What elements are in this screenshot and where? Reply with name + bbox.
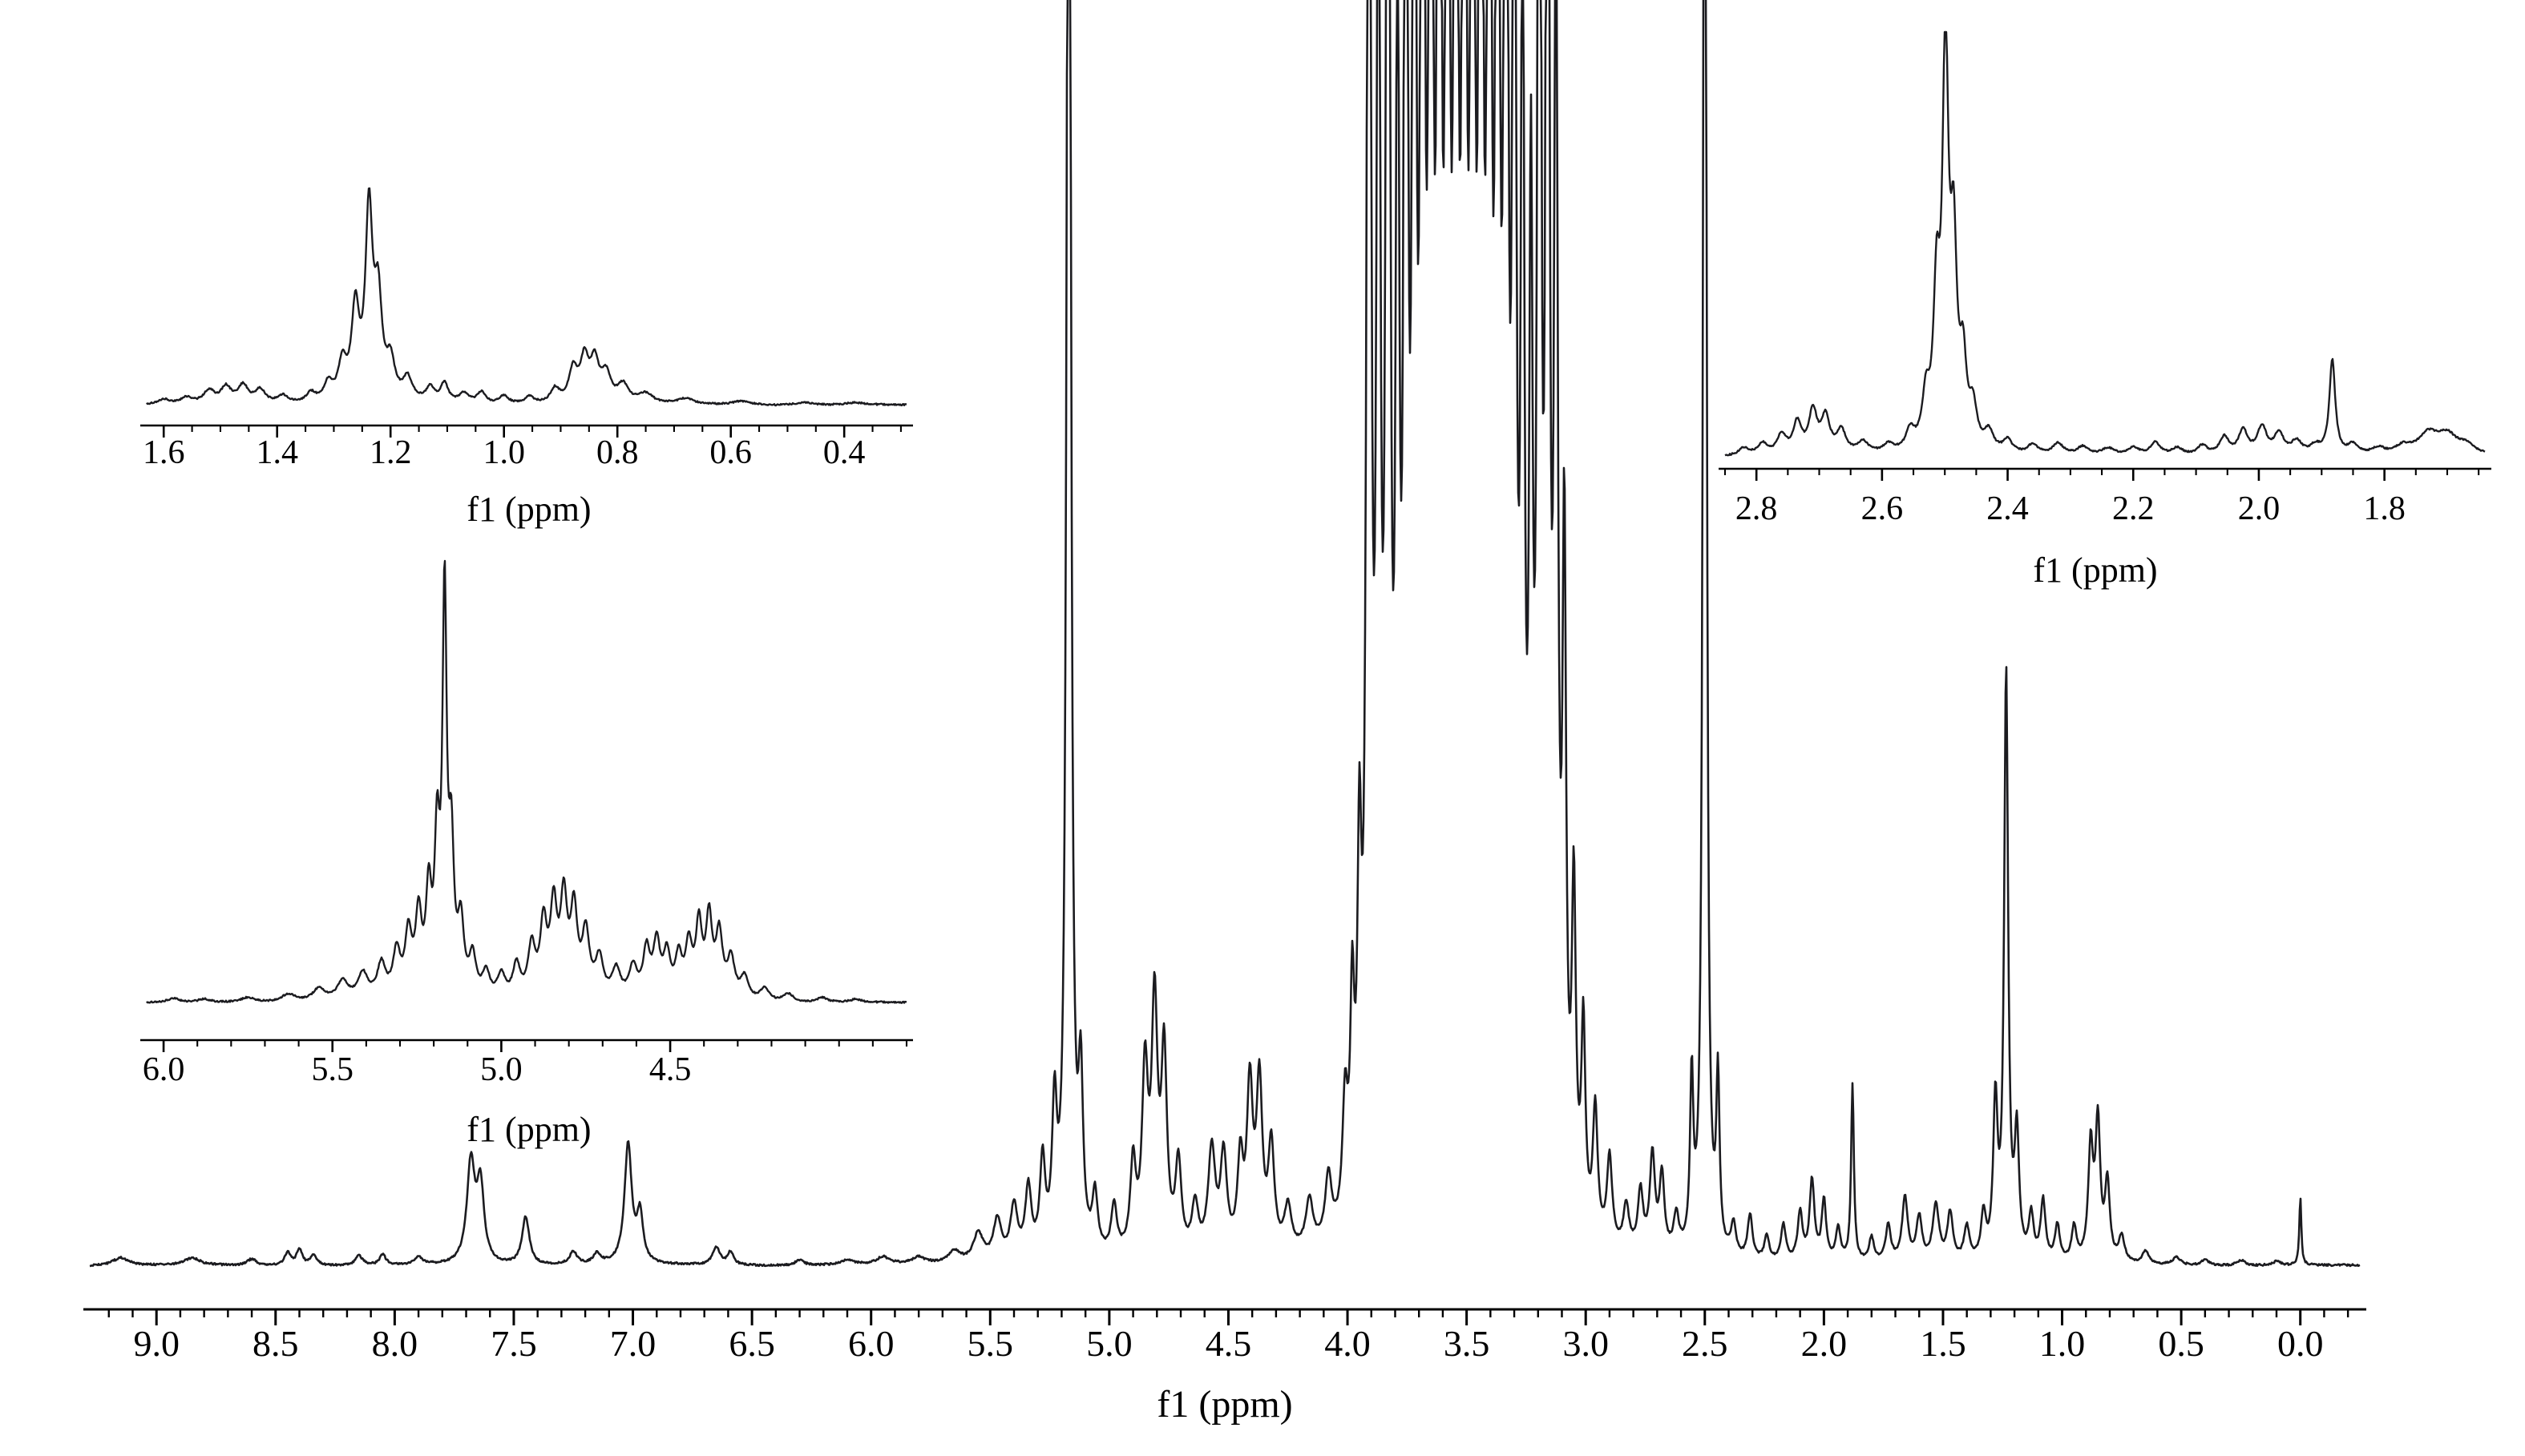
- inset-aliphatic-tick-label: 0.6: [709, 434, 752, 471]
- main-spectrum-tick-label: 7.0: [610, 1323, 656, 1364]
- inset-aliphatic-tick-label: 1.6: [143, 434, 185, 471]
- inset-anomeric-tick-label: 6.0: [143, 1051, 185, 1088]
- main-spectrum-tick-label: 1.5: [1920, 1323, 1966, 1364]
- main-spectrum-tick-label: 8.5: [252, 1323, 299, 1364]
- inset-aliphatic-tick-label: 1.2: [370, 434, 412, 471]
- main-spectrum-tick-label: 4.0: [1324, 1323, 1371, 1364]
- main-spectrum-tick-label: 4.5: [1206, 1323, 1252, 1364]
- inset-midfield-tick-label: 2.6: [1861, 490, 1904, 527]
- main-spectrum-tick-label: 7.5: [491, 1323, 537, 1364]
- main-spectrum-group: 9.0 8.5 8.0 7.5 7.0 6.5 6.0 5.5 5.0 4.5 4.0 3.5 3.0 2…: [83, 0, 2366, 1364]
- inset-midfield-group: 2.8 2.6 2.4 2.2 2.0 1.8: [1719, 30, 2491, 527]
- main-spectrum-tick-label: 6.0: [848, 1323, 895, 1364]
- inset-aliphatic-group: 1.6 1.4 1.2 1.0 0.8 0.6 0.4: [140, 187, 913, 471]
- main-spectrum-tick-label: 0.5: [2158, 1323, 2204, 1364]
- inset-midfield-tick-label: 2.2: [2112, 490, 2155, 527]
- inset-aliphatic-xaxis-title: f1 (ppm): [467, 490, 591, 529]
- inset-midfield-tick-label: 2.0: [2238, 490, 2281, 527]
- main-spectrum-tick-label: 2.0: [1801, 1323, 1848, 1364]
- inset-aliphatic-tick-label: 0.8: [596, 434, 639, 471]
- main-spectrum-tick-label: 3.0: [1562, 1323, 1609, 1364]
- inset-aliphatic-tick-label: 1.4: [256, 434, 298, 471]
- main-spectrum-tick-label: 3.5: [1444, 1323, 1490, 1364]
- main-spectrum-curve: [89, 0, 2361, 1268]
- main-spectrum-tick-label: 5.0: [1086, 1323, 1133, 1364]
- inset-midfield-tick-label: 2.4: [1986, 490, 2029, 527]
- inset-anomeric-curve: [146, 559, 907, 1004]
- inset-anomeric-group: 6.0 5.5 5.0 4.5: [140, 559, 913, 1088]
- spectra-render-root: 9.0 8.5 8.0 7.5 7.0 6.5 6.0 5.5 5.0 4.5 4.0 3.5 3.0 2…: [83, 0, 2491, 1364]
- inset-aliphatic-curve: [146, 187, 907, 407]
- main-spectrum-tick-label: 9.0: [133, 1323, 180, 1364]
- main-spectrum-tick-label: 2.5: [1682, 1323, 1728, 1364]
- inset-midfield-xaxis-title: f1 (ppm): [2033, 551, 2157, 590]
- inset-aliphatic-tick-label: 0.4: [823, 434, 866, 471]
- inset-anomeric-tick-label: 5.5: [311, 1051, 354, 1088]
- main-spectrum-tick-label: 0.0: [2277, 1323, 2324, 1364]
- main-spectrum-tick-label: 8.0: [372, 1323, 418, 1364]
- inset-midfield-curve: [1724, 30, 2486, 457]
- inset-midfield-tick-label: 2.8: [1735, 490, 1778, 527]
- main-spectrum-tick-label: 6.5: [729, 1323, 775, 1364]
- main-xaxis-title: f1 (ppm): [1157, 1383, 1292, 1426]
- inset-aliphatic-tick-label: 1.0: [483, 434, 525, 471]
- main-spectrum-tick-label: 1.0: [2039, 1323, 2086, 1364]
- main-spectrum-tick-label: 5.5: [968, 1323, 1014, 1364]
- inset-anomeric-xaxis-title: f1 (ppm): [467, 1110, 591, 1149]
- inset-anomeric-tick-label: 4.5: [649, 1051, 692, 1088]
- inset-midfield-tick-label: 1.8: [2363, 490, 2406, 527]
- inset-anomeric-tick-label: 5.0: [480, 1051, 523, 1088]
